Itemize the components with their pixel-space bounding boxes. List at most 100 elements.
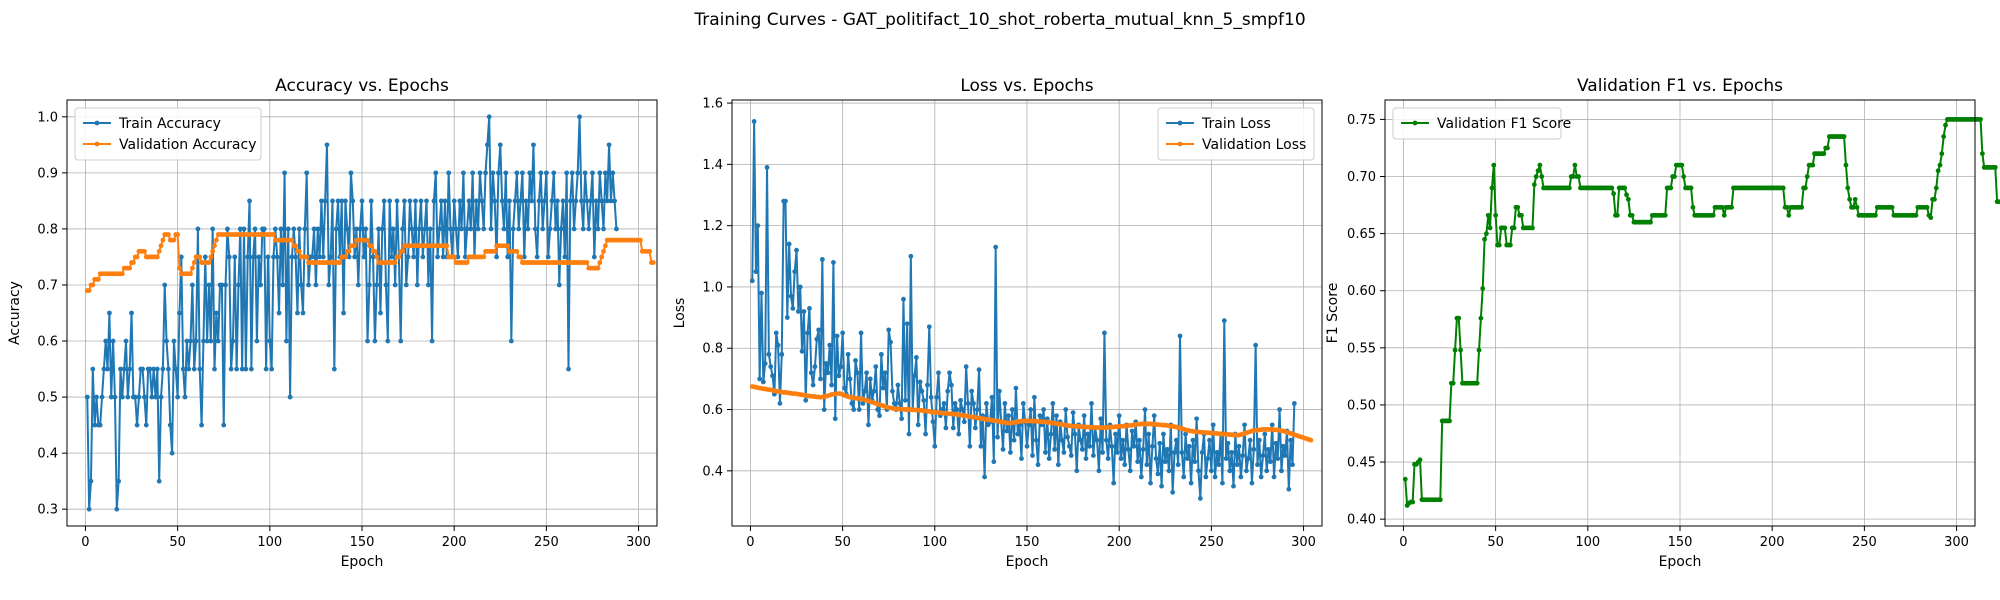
data-point (505, 243, 511, 249)
data-point (468, 226, 474, 232)
data-point (908, 253, 914, 259)
data-point (1253, 342, 1259, 348)
subplot-2: 0 50 100 150 200 250 300 0.4 0.6 0.8 1.0 1.2 1.4 1.6 L… (672, 76, 1323, 570)
y-tick-label: 1.0 (37, 110, 58, 125)
x-axis-label: Epoch (341, 554, 384, 570)
data-point (599, 198, 605, 204)
data-point (1164, 446, 1170, 452)
data-point (1199, 450, 1205, 455)
data-point (302, 226, 308, 232)
data-point (1028, 407, 1034, 412)
data-point (1081, 413, 1087, 419)
data-point (532, 226, 538, 232)
data-point (191, 366, 197, 372)
data-point (764, 165, 770, 170)
data-point (123, 338, 129, 344)
data-point (431, 198, 437, 204)
data-point (1000, 446, 1006, 452)
data-point (475, 226, 481, 232)
data-point (1487, 225, 1493, 231)
data-point (1024, 443, 1030, 449)
data-point (1140, 446, 1146, 452)
data-point (121, 366, 127, 372)
data-point (258, 282, 263, 288)
data-point (597, 170, 603, 176)
data-point (496, 170, 501, 176)
data-point (547, 226, 553, 232)
data-point (1114, 450, 1120, 455)
data-point (897, 401, 903, 406)
data-point (230, 338, 236, 344)
data-point (446, 170, 452, 176)
data-point (287, 394, 293, 400)
legend-label: Validation Accuracy (119, 137, 257, 153)
data-point (775, 342, 781, 348)
data-point (494, 254, 499, 260)
data-point (1063, 407, 1069, 412)
data-point (213, 237, 219, 243)
data-point (368, 198, 374, 204)
data-point (1179, 450, 1185, 455)
data-point (891, 401, 897, 406)
subplot-title: Validation F1 vs. Epochs (1577, 76, 1783, 96)
data-point (433, 170, 439, 176)
data-point (1126, 446, 1131, 452)
data-point (1978, 117, 1983, 122)
data-point (972, 425, 978, 431)
data-point (1566, 185, 1572, 191)
x-tick-label: 250 (1852, 535, 1877, 550)
data-point (529, 198, 535, 204)
data-point (481, 226, 487, 232)
x-tick-label: 150 (1668, 535, 1693, 550)
subplot-3: 0 50 100 150 200 250 300 0.40 0.45 0.50 0.55 0.60 0.… (1325, 76, 2000, 570)
data-point (1055, 462, 1061, 468)
data-point (1681, 174, 1687, 179)
data-point (296, 226, 302, 232)
data-point (372, 338, 378, 344)
data-point (952, 401, 958, 406)
data-point (381, 198, 387, 204)
data-point (372, 248, 378, 254)
data-point (486, 114, 492, 120)
data-point (492, 248, 498, 254)
data-point (103, 338, 109, 344)
data-point (201, 338, 206, 344)
data-point (849, 401, 855, 406)
data-point (267, 338, 273, 344)
data-point (1002, 401, 1008, 406)
data-point (814, 336, 820, 342)
data-point (1873, 212, 1878, 218)
data-point (1041, 407, 1046, 412)
data-point (1208, 468, 1214, 474)
data-point (989, 394, 995, 400)
data-point (1247, 437, 1253, 443)
data-point (191, 260, 197, 265)
data-point (790, 306, 796, 311)
data-point (1845, 185, 1851, 191)
data-point (1046, 456, 1052, 461)
data-point (1996, 199, 2000, 205)
data-point (1085, 431, 1091, 437)
data-point (612, 198, 617, 204)
data-point (880, 385, 886, 391)
data-point (1212, 474, 1218, 480)
data-point (590, 170, 595, 176)
data-point (256, 254, 262, 260)
data-point (488, 226, 494, 232)
data-point (1262, 431, 1268, 437)
data-point (1609, 185, 1615, 191)
data-point (1282, 453, 1288, 458)
data-point (451, 254, 457, 260)
data-point (786, 241, 792, 247)
legend-label: Validation Loss (1202, 137, 1306, 153)
data-point (1502, 225, 1508, 231)
data-point (448, 226, 453, 232)
data-point (153, 394, 158, 400)
data-point (1275, 456, 1281, 461)
data-point (1135, 459, 1141, 465)
data-point (582, 170, 588, 176)
data-point (1236, 443, 1242, 449)
x-tick-label: 100 (922, 535, 947, 550)
data-point (348, 170, 354, 176)
data-point (1614, 212, 1620, 218)
